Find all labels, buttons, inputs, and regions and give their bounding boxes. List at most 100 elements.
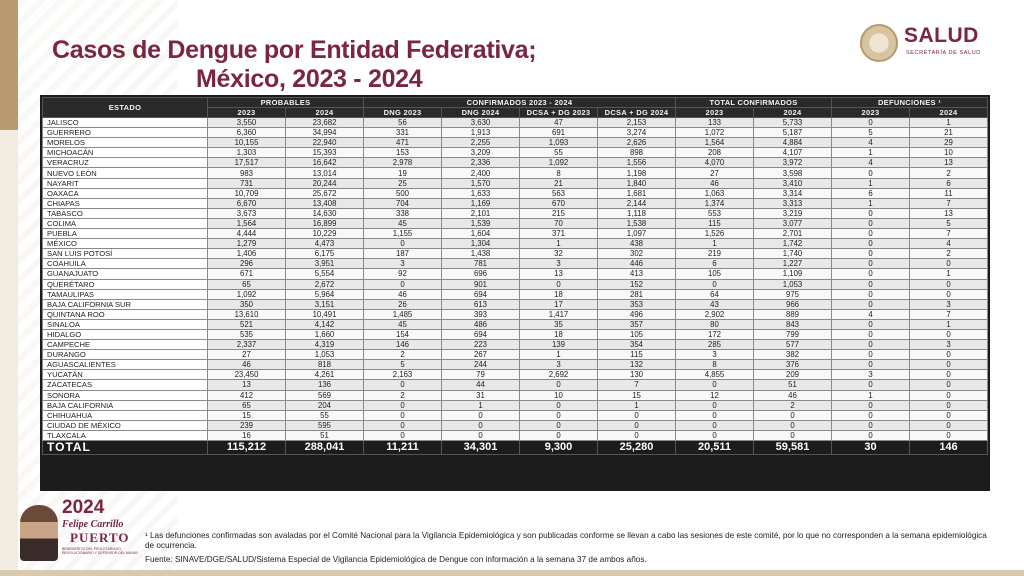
header-total-confirmados: TOTAL CONFIRMADOS xyxy=(675,97,832,108)
value-cell: 32 xyxy=(519,248,598,260)
table-row: NAYARIT 731 20,244 25 1,570 21 1,840 46 3,410 1 6 xyxy=(42,177,988,189)
value-cell: 382 xyxy=(753,349,832,361)
table-row: ZACATECAS 13 136 0 44 0 7 0 51 0 0 xyxy=(42,379,988,391)
value-cell: 0 xyxy=(519,409,598,421)
value-cell: 4,444 xyxy=(207,228,286,240)
value-cell: 105 xyxy=(675,268,754,280)
value-cell: 13,014 xyxy=(285,167,364,179)
value-cell: 1 xyxy=(909,116,988,129)
value-cell: 187 xyxy=(363,248,442,260)
value-cell: 0 xyxy=(597,409,676,421)
value-cell: 1,169 xyxy=(441,197,520,209)
value-cell: 65 xyxy=(207,399,286,411)
state-name-cell: COAHUILA xyxy=(42,258,208,270)
table-row: QUERÉTARO 65 2,672 0 901 0 152 0 1,053 0 0 xyxy=(42,278,988,290)
value-cell: 152 xyxy=(597,278,676,290)
value-cell: 0 xyxy=(831,379,910,391)
state-name-cell: TAMAULIPAS xyxy=(42,288,208,300)
state-name-cell: CHIHUAHUA xyxy=(42,409,208,421)
state-name-cell: OAXACA xyxy=(42,187,208,199)
total-value-cell: 59,581 xyxy=(753,440,832,455)
source-note: Fuente: SINAVE/DGE/SALUD/Sistema Especia… xyxy=(145,555,647,564)
subheader-cell: DCSA + DG 2024 xyxy=(597,107,676,118)
value-cell: 6 xyxy=(831,187,910,199)
total-value-cell: 146 xyxy=(909,440,988,455)
value-cell: 281 xyxy=(597,288,676,300)
value-cell: 18 xyxy=(519,288,598,300)
value-cell: 11 xyxy=(909,187,988,199)
value-cell: 3,410 xyxy=(753,177,832,189)
value-cell: 21 xyxy=(519,177,598,189)
value-cell: 1,564 xyxy=(675,137,754,149)
value-cell: 23,450 xyxy=(207,369,286,381)
state-name-cell: COLIMA xyxy=(42,217,208,230)
value-cell: 3,077 xyxy=(753,217,832,230)
value-cell: 3,313 xyxy=(753,197,832,209)
value-cell: 6 xyxy=(909,177,988,189)
value-cell: 267 xyxy=(441,349,520,361)
value-cell: 172 xyxy=(675,328,754,341)
value-cell: 1,417 xyxy=(519,308,598,320)
value-cell: 3,314 xyxy=(753,187,832,199)
value-cell: 35 xyxy=(519,318,598,330)
state-name-cell: VERACRUZ xyxy=(42,157,208,169)
value-cell: 2,337 xyxy=(207,339,286,351)
total-value-cell: 34,301 xyxy=(441,440,520,455)
value-cell: 2 xyxy=(363,349,442,361)
value-cell: 4,319 xyxy=(285,339,364,351)
value-cell: 2,692 xyxy=(519,369,598,381)
value-cell: 0 xyxy=(909,278,988,290)
value-cell: 818 xyxy=(285,359,364,371)
value-cell: 132 xyxy=(597,359,676,371)
state-name-cell: CIUDAD DE MÉXICO xyxy=(42,419,208,431)
state-name-cell: HIDALGO xyxy=(42,328,208,341)
value-cell: 3,951 xyxy=(285,258,364,270)
value-cell: 3,972 xyxy=(753,157,832,169)
value-cell: 1,303 xyxy=(207,147,286,159)
value-cell: 350 xyxy=(207,298,286,310)
value-cell: 0 xyxy=(675,419,754,431)
value-cell: 1,564 xyxy=(207,217,286,230)
value-cell: 446 xyxy=(597,258,676,270)
value-cell: 4,884 xyxy=(753,137,832,149)
salud-logo: SALUD SECRETARÍA DE SALUD xyxy=(858,22,998,64)
value-cell: 0 xyxy=(675,278,754,290)
value-cell: 4,473 xyxy=(285,238,364,250)
value-cell: 1,633 xyxy=(441,187,520,199)
value-cell: 8 xyxy=(519,167,598,179)
value-cell: 16,642 xyxy=(285,157,364,169)
value-cell: 1,740 xyxy=(753,248,832,260)
value-cell: 694 xyxy=(441,288,520,300)
value-cell: 5,187 xyxy=(753,127,832,139)
value-cell: 44 xyxy=(441,379,520,391)
value-cell: 139 xyxy=(519,339,598,351)
value-cell: 781 xyxy=(441,258,520,270)
title-line-2: México, 2023 - 2024 xyxy=(196,65,423,93)
value-cell: 0 xyxy=(519,379,598,391)
value-cell: 357 xyxy=(597,318,676,330)
value-cell: 1 xyxy=(597,399,676,411)
table-row: JALISCO 3,550 23,682 56 3,630 47 2,153 133 5,733… xyxy=(42,116,988,129)
value-cell: 731 xyxy=(207,177,286,189)
value-cell: 1 xyxy=(441,399,520,411)
value-cell: 5,554 xyxy=(285,268,364,280)
value-cell: 208 xyxy=(675,147,754,159)
value-cell: 19 xyxy=(363,167,442,179)
value-cell: 47 xyxy=(519,116,598,129)
value-cell: 0 xyxy=(909,328,988,341)
value-cell: 569 xyxy=(285,389,364,401)
value-cell: 2,163 xyxy=(363,369,442,381)
table-row: TLAXCALA 16 51 0 0 0 0 0 0 0 0 xyxy=(42,429,988,442)
value-cell: 0 xyxy=(909,389,988,401)
value-cell: 4 xyxy=(831,137,910,149)
value-cell: 0 xyxy=(909,359,988,371)
value-cell: 0 xyxy=(831,278,910,290)
value-cell: 6,670 xyxy=(207,197,286,209)
value-cell: 1,526 xyxy=(675,228,754,240)
value-cell: 13 xyxy=(909,157,988,169)
header-defunciones: DEFUNCIONES ¹ xyxy=(831,97,988,108)
value-cell: 1,374 xyxy=(675,197,754,209)
footnote: ¹ Las defunciones confirmadas son avalad… xyxy=(145,531,987,550)
value-cell: 1,438 xyxy=(441,248,520,260)
table-row: MORELOS 10,155 22,940 471 2,255 1,093 2,626 1,5… xyxy=(42,137,988,149)
